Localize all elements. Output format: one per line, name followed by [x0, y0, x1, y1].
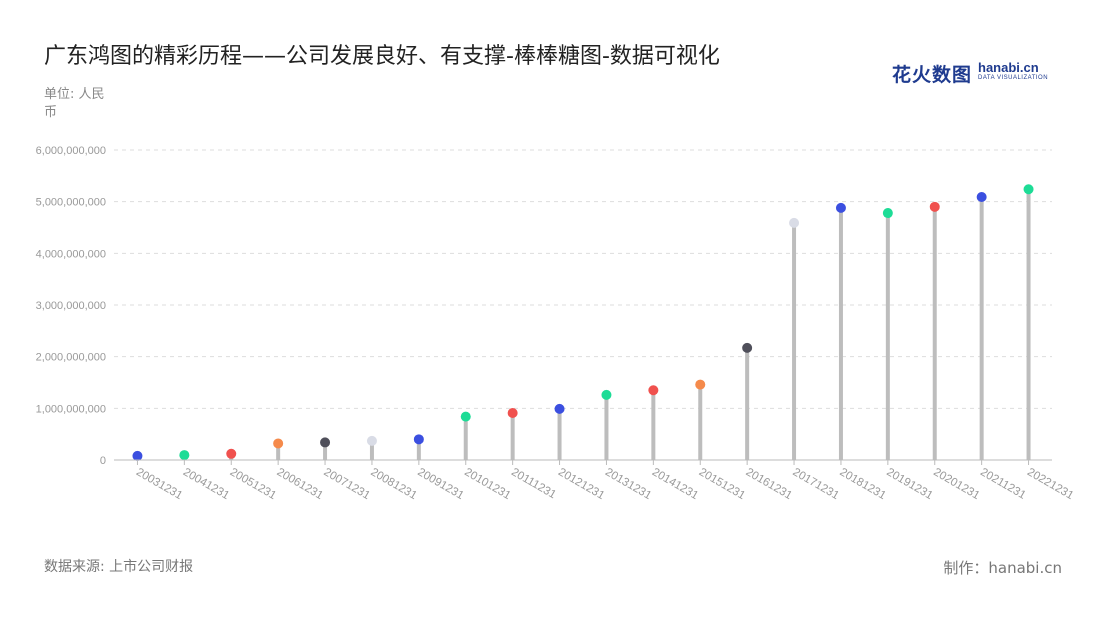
- x-tick-label: 20051231: [228, 466, 278, 502]
- lollipop-dot[interactable]: [413, 434, 424, 445]
- x-tick-label: 20141231: [650, 466, 700, 502]
- x-tick-label: 20221231: [1025, 466, 1075, 502]
- data-source: 数据来源: 上市公司财报: [44, 559, 194, 575]
- logo-en-block: hanabi.cn DATA VISUALIZATION: [978, 60, 1049, 84]
- x-tick-label: 20031231: [134, 466, 184, 502]
- y-tick-label: 3,000,000,000: [36, 300, 106, 312]
- x-tick-label: 20101231: [462, 466, 512, 502]
- x-tick-label: 20081231: [368, 466, 418, 502]
- x-tick-label: 20201231: [931, 466, 981, 502]
- lollipop-dot[interactable]: [789, 217, 800, 228]
- lollipop-dot[interactable]: [929, 201, 940, 212]
- logo-tagline: DATA VISUALIZATION: [978, 75, 1049, 81]
- lollipop-dot[interactable]: [226, 448, 237, 459]
- lollipop-dot[interactable]: [132, 450, 143, 461]
- y-tick-label: 6,000,000,000: [36, 145, 106, 157]
- unit-label: 单位: 人民币: [44, 87, 105, 120]
- x-tick-label: 20131231: [603, 466, 653, 502]
- y-tick-label: 0: [100, 455, 106, 467]
- lollipop-dot[interactable]: [601, 389, 612, 400]
- x-tick-label: 20111231: [509, 466, 558, 501]
- lollipop-dot[interactable]: [648, 385, 659, 396]
- x-tick-label: 20161231: [744, 466, 794, 502]
- y-tick-label: 5,000,000,000: [36, 197, 106, 209]
- lollipop-dot[interactable]: [554, 403, 565, 414]
- lollipop-dot[interactable]: [742, 342, 753, 353]
- lollipop-stems: [135, 189, 1031, 460]
- y-tick-label: 1,000,000,000: [36, 403, 106, 415]
- grid-lines: [114, 149, 1052, 409]
- credit-text: 制作：hanabi.cn: [943, 559, 1062, 577]
- lollipop-dot[interactable]: [320, 437, 331, 448]
- x-tick-label: 20191231: [884, 466, 934, 502]
- x-tick-label: 20151231: [697, 466, 747, 502]
- hanabi-logo: 花火数图 hanabi.cn DATA VISUALIZATION: [892, 60, 1048, 86]
- x-tick-label: 20181231: [837, 466, 887, 502]
- x-tick-label: 20071231: [322, 466, 372, 502]
- logo-en-text: hanabi.cn: [978, 60, 1039, 75]
- x-axis-ticks: 2003123120041231200512312006123120071231…: [134, 460, 1075, 502]
- y-tick-label: 4,000,000,000: [36, 248, 106, 260]
- x-tick-label: 20091231: [415, 466, 465, 502]
- lollipop-dot[interactable]: [179, 450, 190, 461]
- lollipop-dot[interactable]: [835, 202, 846, 213]
- lollipop-dot[interactable]: [366, 435, 377, 446]
- x-tick-label: 20041231: [181, 466, 231, 502]
- lollipop-dot[interactable]: [882, 208, 893, 219]
- lollipop-dot[interactable]: [460, 411, 471, 422]
- x-tick-label: 20121231: [556, 466, 606, 502]
- y-axis-ticks: 0 1,000,000,000 2,000,000,000 3,000,000,000…: [36, 145, 106, 467]
- lollipop-dots: [132, 184, 1034, 461]
- x-tick-label: 20211231: [978, 466, 1028, 502]
- x-tick-label: 20171231: [791, 466, 841, 502]
- lollipop-dot[interactable]: [273, 438, 284, 449]
- lollipop-dot[interactable]: [695, 379, 706, 390]
- y-tick-label: 2,000,000,000: [36, 352, 106, 364]
- x-tick-label: 20061231: [275, 466, 325, 502]
- lollipop-dot[interactable]: [507, 407, 518, 418]
- logo-cn-text: 花火数图: [892, 63, 973, 86]
- lollipop-dot[interactable]: [1023, 184, 1034, 195]
- lollipop-dot[interactable]: [976, 192, 987, 203]
- chart-title: 广东鸿图的精彩历程——公司发展良好、有支撑-棒棒糖图-数据可视化: [44, 44, 720, 69]
